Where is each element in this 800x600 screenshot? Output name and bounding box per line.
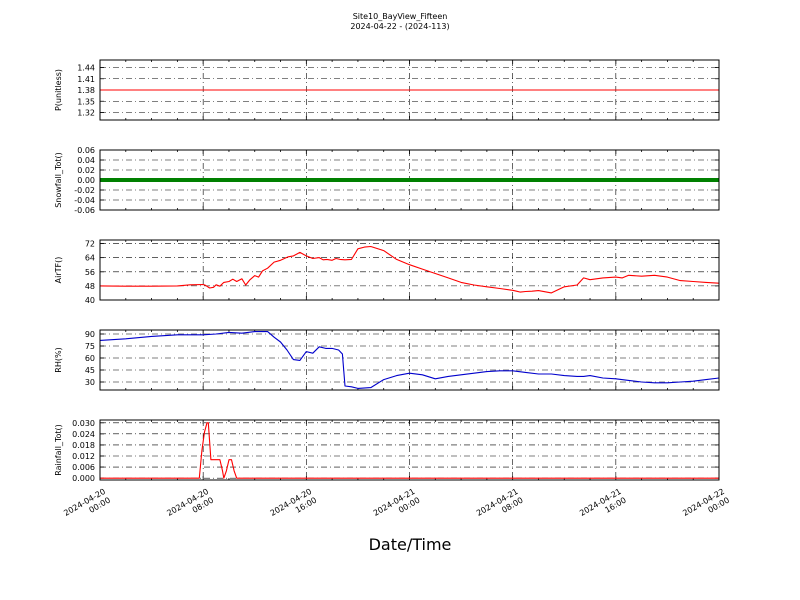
y-axis-label: AirTF() — [54, 257, 63, 284]
x-tick-label: 2024-04-2100:00 — [372, 487, 422, 527]
x-tick-label: 2024-04-2000:00 — [62, 487, 112, 527]
panels: 1.441.411.381.351.32P(unitless)0.060.040… — [54, 59, 720, 483]
y-tick-label: -0.02 — [74, 186, 95, 195]
y-tick-label: 0.030 — [72, 419, 95, 428]
y-tick-label: 75 — [85, 342, 95, 351]
y-tick-label: 0.02 — [77, 166, 95, 175]
y-axis-label: Rainfall_Tot() — [54, 424, 63, 476]
y-tick-label: 64 — [85, 254, 95, 263]
x-tick-label: 2024-04-2108:00 — [475, 487, 525, 527]
panel-3: 90 75 60 45 30 RH(%) — [54, 329, 720, 391]
panel-0: 1.44 1.41 1.38 1.35 1.32 P(unitless) — [54, 59, 720, 121]
x-tick-labels: 2024-04-2000:00 2024-04-2008:00 2024-04-20… — [62, 487, 731, 527]
y-tick-label: 1.32 — [77, 109, 95, 118]
panel-frame — [99, 149, 720, 211]
x-axis-label: Date/Time — [369, 535, 452, 554]
panel-4: 0.030 0.024 0.018 0.012 0.006 0.000 Rainfall_T… — [54, 419, 720, 483]
y-tick-label: 0.018 — [72, 441, 95, 450]
series-line — [100, 422, 719, 479]
x-tick-label: 2024-04-2116:00 — [578, 487, 628, 527]
y-axis-label: RH(%) — [54, 347, 63, 372]
x-tick-label: 2024-04-2016:00 — [269, 487, 319, 527]
x-tick-label: 2024-04-2008:00 — [165, 487, 215, 527]
x-tick-label: 2024-04-2200:00 — [681, 487, 731, 527]
y-tick-label: -0.04 — [74, 196, 95, 205]
y-tick-label: 1.44 — [77, 64, 95, 73]
y-tick-label: 0.012 — [72, 452, 95, 461]
y-tick-label: 40 — [85, 296, 95, 305]
y-tick-label: 30 — [85, 378, 95, 387]
series-line — [99, 331, 720, 389]
series-line — [99, 245, 720, 294]
y-tick-label: 1.38 — [77, 86, 95, 95]
y-tick-label: 0.006 — [72, 463, 95, 472]
y-tick-label: 90 — [85, 330, 95, 339]
y-tick-label: 1.35 — [77, 97, 95, 106]
y-tick-label: 45 — [85, 366, 95, 375]
panel-2: 72 64 56 48 40 AirTF() — [54, 239, 720, 305]
y-tick-label: 1.41 — [77, 75, 95, 84]
chart-title-line1: Site10_BayView_Fifteen — [353, 12, 448, 21]
y-tick-label: 48 — [85, 282, 95, 291]
y-tick-label: 0.00 — [77, 176, 95, 185]
y-axis-label: Snowfall_Tot() — [54, 152, 63, 208]
panel-1: 0.060.040.020.00-0.02-0.04-0.06 Snowfall_… — [54, 146, 720, 215]
panel-frame — [99, 329, 720, 391]
y-axis-label: P(unitless) — [54, 69, 63, 111]
panel-frame — [99, 239, 720, 301]
y-tick-label: 56 — [85, 268, 95, 277]
panel-frame — [99, 419, 720, 481]
y-tick-label: 72 — [85, 240, 95, 249]
y-tick-label: 60 — [85, 354, 95, 363]
y-tick-label: 0.06 — [77, 146, 95, 155]
y-tick-label: 0.024 — [72, 430, 95, 439]
y-tick-label: -0.06 — [74, 206, 95, 215]
y-tick-label: 0.04 — [77, 156, 95, 165]
y-tick-label: 0.000 — [72, 474, 95, 483]
chart-title-line2: 2024-04-22 - (2024-113) — [350, 22, 449, 31]
panel-frame — [99, 59, 720, 121]
